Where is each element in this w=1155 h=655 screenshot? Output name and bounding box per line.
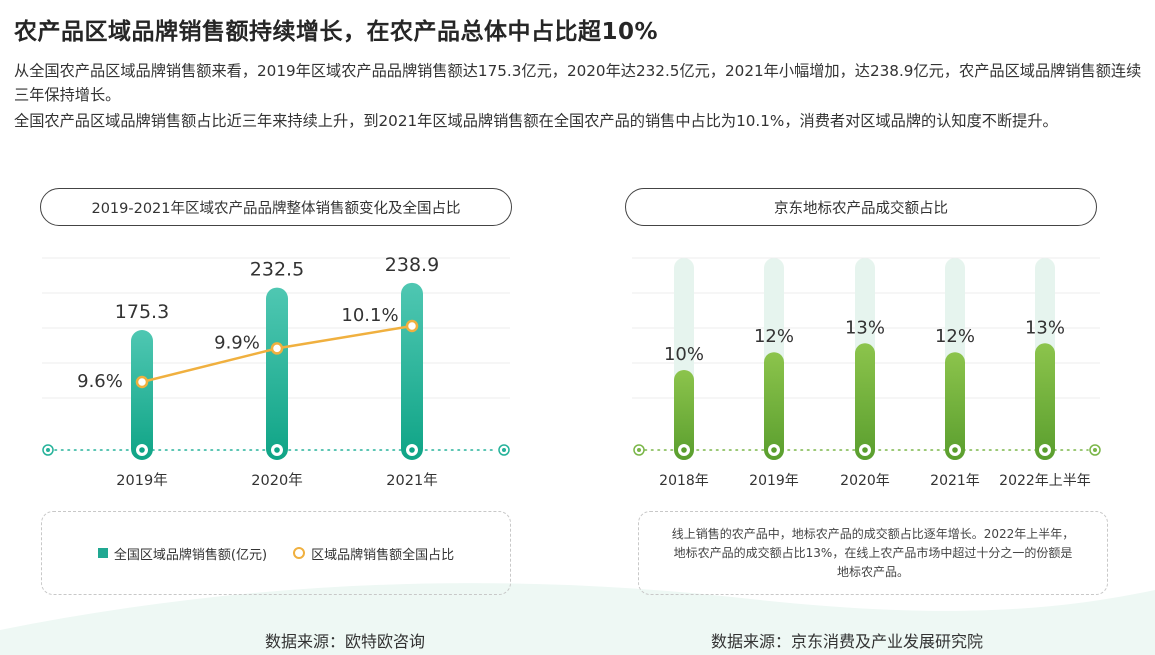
right-x-tick-label: 2018年: [659, 473, 709, 489]
left-x-tick-label: 2019年: [116, 472, 167, 489]
right-bar: [1035, 343, 1055, 460]
right-bar: [945, 352, 965, 460]
left-chart-title: 2019-2021年区域农产品品牌整体销售额变化及全国占比: [40, 188, 512, 226]
page-title: 农产品区域品牌销售额持续增长，在农产品总体中占比超10%: [14, 19, 659, 45]
left-chart-legend: 全国区域品牌销售额(亿元) 区域品牌销售额全国占比: [41, 511, 511, 595]
legend-circle-icon: [293, 547, 306, 559]
right-bar-base-dot: [771, 447, 777, 453]
right-baseline-start-dot: [637, 448, 641, 452]
source-left: 数据来源：欧特欧咨询: [265, 632, 426, 651]
legend-item-share: 区域品牌销售额全国占比: [293, 544, 454, 563]
left-x-tick-label: 2020年: [251, 472, 302, 489]
right-bar: [855, 343, 875, 460]
legend-label-share: 区域品牌销售额全国占比: [311, 547, 455, 563]
paragraph-2: 全国农产品区域品牌销售额占比近三年来持续上升，到2021年区域品牌销售额在全国农…: [14, 112, 1058, 130]
right-bar: [674, 370, 694, 460]
left-bar: [401, 282, 423, 460]
left-x-tick-label: 2021年: [386, 472, 437, 489]
right-bar-value-label: 12%: [754, 326, 794, 347]
source-right: 数据来源：京东消费及产业发展研究院: [711, 632, 984, 651]
right-bar-base-dot: [1042, 447, 1048, 453]
left-bar-base-dot: [409, 447, 415, 453]
right-chart: 10% 2018年 12% 2019年 13% 2020年 12% 2021年 13% 2022年…: [632, 257, 1101, 489]
right-bar-value-label: 13%: [845, 317, 885, 338]
left-baseline-end-dot: [502, 448, 506, 452]
left-bar-value-label: 238.9: [385, 254, 439, 276]
left-bar-base-dot: [139, 447, 145, 453]
left-share-point: [270, 342, 284, 355]
left-bar: [266, 287, 288, 460]
charts-canvas: 175.3 2019年 232.5 2020年 238.9 2021年 9.6% 9.9% 10…: [42, 254, 1101, 489]
right-bar-base-dot: [681, 447, 687, 453]
right-x-tick-label: 2022年上半年: [999, 473, 1091, 489]
legend-square-icon: [97, 548, 108, 558]
left-bar: [131, 329, 153, 460]
left-share-label: 9.6%: [77, 371, 123, 392]
right-chart-note: 线上销售的农产品中，地标农产品的成交额占比逐年增长。2022年上半年，地标农产品…: [638, 511, 1108, 595]
left-share-point: [135, 375, 149, 389]
left-share-point: [405, 319, 419, 333]
legend-item-sales: 全国区域品牌销售额(亿元): [97, 544, 268, 563]
right-bar-base-dot: [952, 447, 958, 453]
legend-label-sales: 全国区域品牌销售额(亿元): [113, 547, 268, 563]
left-share-label: 9.9%: [214, 332, 260, 353]
right-chart-title: 京东地标农产品成交额占比: [625, 188, 1097, 226]
right-bar-value-label: 10%: [664, 344, 704, 365]
right-x-tick-label: 2019年: [749, 473, 799, 489]
right-bar-value-label: 13%: [1025, 317, 1065, 338]
left-bar-value-label: 232.5: [250, 259, 304, 281]
right-x-tick-label: 2021年: [930, 473, 980, 489]
left-bar-base-dot: [274, 447, 280, 453]
left-baseline-start-dot: [46, 448, 50, 452]
left-share-label: 10.1%: [341, 305, 398, 326]
left-chart: 175.3 2019年 232.5 2020年 238.9 2021年 9.6% 9.9% 10…: [42, 254, 510, 489]
paragraph-1: 从全国农产品区域品牌销售额来看，2019年区域农产品品牌销售额达175.3亿元，…: [14, 62, 1142, 104]
right-bar-value-label: 12%: [935, 326, 975, 347]
right-x-tick-label: 2020年: [840, 473, 890, 489]
left-bar-value-label: 175.3: [115, 301, 169, 323]
right-baseline-end-dot: [1093, 448, 1097, 452]
right-bar-base-dot: [862, 447, 868, 453]
right-bar: [764, 352, 784, 460]
